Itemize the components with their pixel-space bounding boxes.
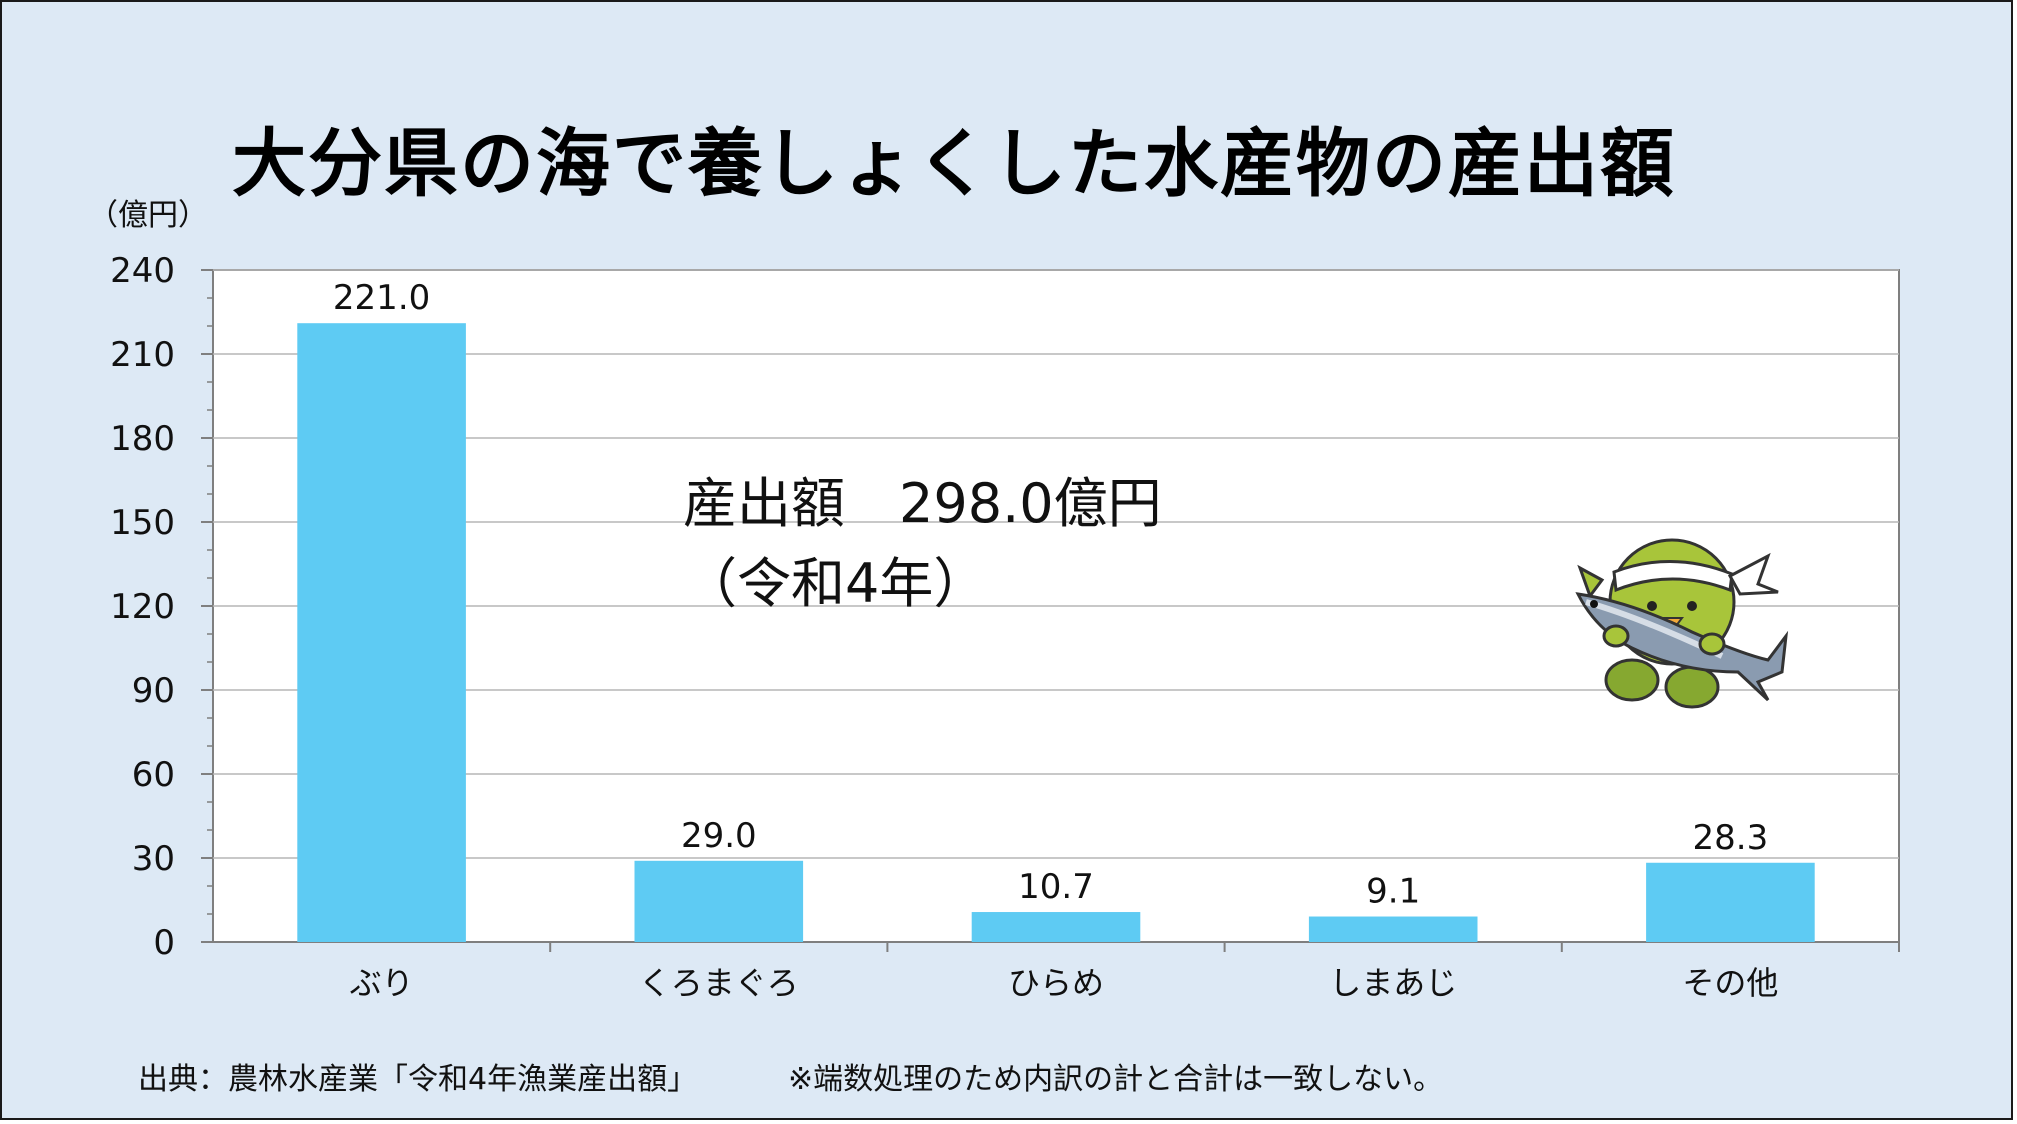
data-label: 28.3	[1693, 818, 1769, 858]
y-tick-label: 60	[132, 755, 175, 795]
x-tick-label: ぶり	[350, 964, 414, 1002]
data-label: 221.0	[333, 278, 430, 318]
y-axis-unit-label: （億円）	[88, 198, 208, 233]
chart-title: 大分県の海で養しょくした水産物の産出額	[232, 121, 1676, 207]
mascot-with-fish-icon	[1575, 538, 1789, 709]
y-tick-label: 30	[132, 839, 175, 879]
bar	[634, 860, 804, 942]
total-year-text: （令和4年）	[683, 552, 988, 615]
x-tick-label: その他	[1682, 964, 1778, 1002]
bar	[1646, 862, 1815, 942]
total-annotation: 産出額 298.0億円 （令和4年）	[683, 464, 1162, 624]
source-citation: 出典：農林水産業「令和4年漁業産出額」	[138, 1062, 698, 1097]
bar	[297, 323, 466, 942]
data-label: 29.0	[681, 816, 757, 856]
x-tick-label: くろまぐろ	[639, 964, 799, 1002]
data-label: 9.1	[1366, 872, 1420, 912]
bar	[1308, 916, 1478, 942]
x-tick-label: しまあじ	[1329, 964, 1457, 1002]
y-tick-label: 210	[110, 335, 175, 375]
y-tick-label: 240	[110, 251, 175, 291]
data-label: 10.7	[1018, 867, 1094, 907]
y-tick-label: 90	[132, 671, 175, 711]
rounding-note: ※端数処理のため内訳の計と合計は一致しない。	[788, 1062, 1444, 1097]
total-amount-text: 産出額 298.0億円	[683, 472, 1162, 535]
bar	[971, 912, 1141, 942]
x-tick-label: ひらめ	[1008, 964, 1104, 1002]
y-tick-label: 150	[110, 503, 175, 543]
y-tick-label: 180	[110, 419, 175, 459]
y-tick-label: 0	[153, 923, 175, 963]
y-tick-label: 120	[110, 587, 175, 627]
